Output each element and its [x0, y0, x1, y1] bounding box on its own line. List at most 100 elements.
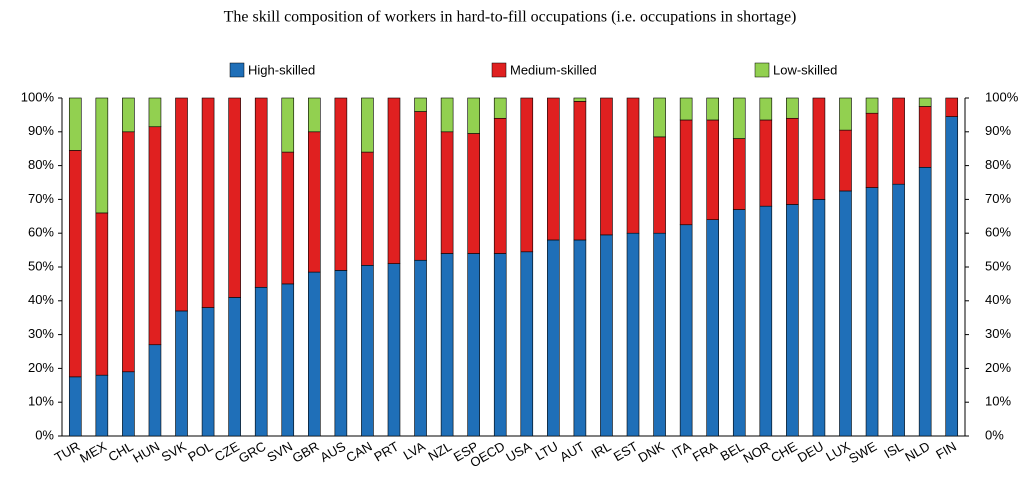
x-tick-label: CAN: [343, 439, 374, 466]
y-tick-label: 50%: [28, 258, 54, 273]
legend-label: Medium-skilled: [510, 62, 597, 77]
bar-segment: [95, 97, 109, 214]
y-tick-label: 0%: [35, 427, 54, 442]
bar-segment: [679, 119, 693, 226]
x-tick-label: DEU: [795, 439, 826, 466]
x-tick-label: LVA: [401, 438, 428, 462]
bar-segment: [547, 97, 560, 241]
bar-segment: [626, 232, 640, 437]
bar-segment: [706, 97, 719, 121]
bar-segment: [918, 106, 932, 168]
bar-segment: [732, 209, 746, 437]
bar-segment: [759, 205, 773, 437]
bar-segment: [175, 97, 188, 312]
bar-segment: [865, 112, 879, 188]
bar-segment: [201, 307, 215, 437]
bar-segment: [334, 97, 348, 271]
bar-segment: [493, 97, 507, 119]
bar-segment: [308, 271, 321, 437]
bar-segment: [600, 97, 613, 236]
x-tick-label: FIN: [933, 439, 959, 462]
bar-segment: [918, 97, 932, 107]
bar-segment: [865, 187, 879, 437]
bar-segment: [467, 97, 480, 134]
bar-segment: [520, 97, 534, 253]
legend-swatch: [491, 62, 507, 78]
bar-segment: [786, 117, 799, 205]
legend-label: High-skilled: [248, 62, 315, 77]
y-tick-label: 70%: [28, 191, 54, 206]
bar-segment: [600, 234, 613, 437]
y-tick-label: 30%: [28, 326, 54, 341]
bar-segment: [812, 199, 826, 437]
bar-segment: [945, 116, 959, 437]
bar-segment: [653, 97, 666, 138]
bar-segment: [706, 219, 719, 437]
bar-segment: [865, 97, 879, 114]
bar-segment: [281, 283, 295, 437]
bar-segment: [467, 253, 480, 437]
y2-tick-label: 80%: [985, 157, 1011, 172]
bar-segment: [440, 253, 454, 437]
y-tick-label: 100%: [21, 89, 55, 104]
x-tick-label: DNK: [636, 438, 668, 465]
y-tick-label: 60%: [28, 225, 54, 240]
y2-tick-label: 0%: [985, 427, 1004, 442]
bar-segment: [308, 97, 321, 133]
bar-segment: [387, 97, 401, 264]
x-tick-label: PRT: [371, 439, 401, 465]
y2-tick-label: 70%: [985, 191, 1011, 206]
bar-segment: [95, 212, 109, 376]
bar-segment: [493, 117, 507, 254]
x-tick-label: USA: [503, 438, 534, 465]
y-tick-label: 80%: [28, 157, 54, 172]
bar-segment: [918, 166, 932, 437]
bar-segment: [68, 150, 82, 378]
bar-segment: [228, 97, 241, 298]
bar-segment: [440, 97, 454, 133]
bar-segment: [839, 97, 852, 131]
bar-segment: [706, 119, 719, 220]
x-tick-label: ITA: [669, 438, 693, 461]
bar-segment: [148, 126, 162, 346]
bar-segment: [361, 151, 374, 266]
y-tick-label: 90%: [28, 123, 54, 138]
bar-segment: [839, 129, 852, 192]
x-tick-label: SWE: [846, 438, 879, 466]
bar-segment: [573, 97, 587, 102]
bar-segment: [732, 138, 746, 210]
y2-tick-label: 40%: [985, 292, 1011, 307]
y2-tick-label: 50%: [985, 258, 1011, 273]
x-tick-label: ISL: [881, 439, 905, 462]
bar-segment: [547, 239, 560, 437]
chart-title: The skill composition of workers in hard…: [224, 9, 797, 26]
bar-segment: [759, 119, 773, 207]
bar-segment: [148, 344, 162, 437]
bar-segment: [892, 183, 905, 437]
bar-segment: [573, 239, 587, 437]
bar-segment: [786, 204, 799, 437]
y2-tick-label: 20%: [985, 360, 1011, 375]
bar-segment: [201, 97, 215, 308]
bar-segment: [945, 97, 959, 117]
x-tick-label: IRL: [589, 439, 614, 462]
y-tick-label: 20%: [28, 360, 54, 375]
bar-segment: [839, 190, 852, 437]
bar-segment: [281, 97, 295, 153]
legend-label: Low-skilled: [773, 62, 837, 77]
bar-segment: [308, 131, 321, 273]
bar-segment: [414, 97, 427, 112]
x-tick-label: AUT: [557, 439, 587, 465]
bar-segment: [228, 297, 241, 437]
bar-segment: [148, 97, 162, 128]
bar-segment: [122, 371, 135, 437]
bar-segment: [679, 97, 693, 121]
bar-segment: [68, 376, 82, 437]
bar-segment: [281, 151, 295, 285]
x-tick-label: FRA: [690, 438, 720, 464]
x-tick-label: HUN: [130, 439, 162, 466]
x-tick-label: MEX: [77, 438, 109, 465]
bar-segment: [653, 136, 666, 234]
bar-segment: [414, 111, 427, 261]
